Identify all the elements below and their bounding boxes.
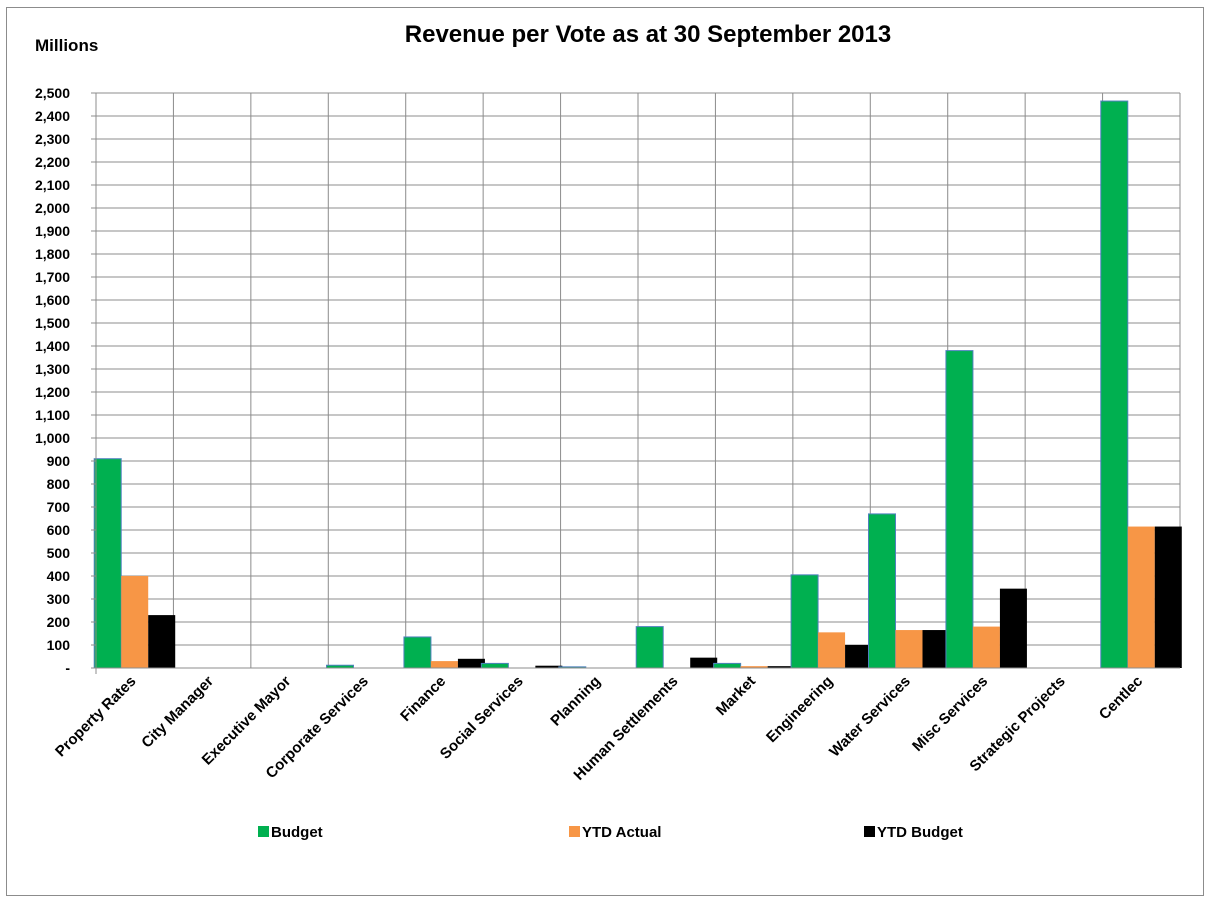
y-tick-label: 500 — [47, 545, 71, 561]
bar-ytd-actual — [972, 626, 1000, 668]
bar-ytd-budget — [148, 615, 176, 668]
bar-ytd-budget — [999, 588, 1027, 668]
y-axis-ticks: - 100 200 300 400 500 600 700 800 900 1,000 1,100 1,… — [35, 85, 96, 676]
x-category-label: Finance — [397, 673, 449, 725]
bar-ytd-budget — [767, 666, 795, 668]
bar-budget — [945, 350, 974, 669]
x-category-label: Misc Services — [909, 673, 991, 755]
bar-budget — [403, 636, 432, 669]
bar-ytd-budget — [922, 630, 950, 668]
x-category-label: Property Rates — [52, 673, 139, 760]
bar-ytd-budget — [457, 658, 485, 668]
bar-ytd-budget — [690, 657, 718, 668]
axes — [95, 93, 1180, 674]
y-tick-label: 600 — [47, 522, 71, 538]
x-category-label: Market — [713, 673, 759, 719]
bars — [93, 100, 1182, 669]
bar-ytd-actual — [430, 661, 458, 668]
y-tick-label: 1,000 — [35, 430, 70, 446]
y-tick-label: 2,400 — [35, 108, 70, 124]
bar-ytd-actual — [121, 576, 149, 668]
y-tick-label: 900 — [47, 453, 71, 469]
y-tick-label: 1,800 — [35, 246, 70, 262]
bar-ytd-actual — [818, 632, 846, 668]
y-tick-label: 700 — [47, 499, 71, 515]
chart-area — [6, 7, 1204, 896]
legend-swatch — [864, 826, 875, 837]
bar-budget — [1100, 100, 1129, 669]
unit-label: Millions — [35, 36, 98, 55]
y-tick-label: 1,400 — [35, 338, 70, 354]
y-tick-label: 1,600 — [35, 292, 70, 308]
legend-swatch — [258, 826, 269, 837]
x-category-label: Centlec — [1096, 673, 1146, 723]
y-tick-label: 1,300 — [35, 361, 70, 377]
x-category-label: Social Services — [437, 673, 527, 763]
legend-label: YTD Budget — [877, 824, 963, 841]
y-tick-label: 400 — [47, 568, 71, 584]
y-tick-label: 1,500 — [35, 315, 70, 331]
bar-budget — [790, 574, 819, 669]
bar-ytd-budget — [1154, 526, 1182, 668]
y-tick-label: 1,200 — [35, 384, 70, 400]
x-category-label: Engineering — [763, 673, 836, 746]
legend: Budget YTD Actual YTD Budget — [258, 824, 963, 841]
bar-budget — [93, 458, 122, 669]
y-tick-label: 1,900 — [35, 223, 70, 239]
gridlines — [95, 92, 1181, 668]
chart-title: Revenue per Vote as at 30 September 2013 — [405, 21, 891, 48]
bar-ytd-budget — [845, 645, 873, 668]
y-tick-label: 1,700 — [35, 269, 70, 285]
y-tick-label: 800 — [47, 476, 71, 492]
bar-ytd-actual — [1127, 526, 1155, 668]
y-tick-label: 300 — [47, 591, 71, 607]
y-tick-label: 2,300 — [35, 131, 70, 147]
bar-ytd-actual — [740, 666, 768, 668]
y-tick-label: 200 — [47, 614, 71, 630]
y-tick-label: 2,100 — [35, 177, 70, 193]
y-tick-label: 2,000 — [35, 200, 70, 216]
y-tick-label: - — [65, 660, 70, 676]
legend-swatch — [569, 826, 580, 837]
legend-label: Budget — [271, 824, 323, 841]
bar-budget — [480, 662, 509, 669]
bar-budget — [713, 662, 742, 669]
y-tick-label: 100 — [47, 637, 71, 653]
x-category-label: City Manager — [138, 673, 217, 752]
y-tick-label: 1,100 — [35, 407, 70, 423]
bar-ytd-actual — [895, 630, 923, 668]
y-tick-label: 2,200 — [35, 154, 70, 170]
x-category-label: Water Services — [826, 673, 914, 761]
bar-budget — [868, 513, 896, 669]
bar-ytd-budget — [535, 665, 563, 668]
y-tick-label: 2,500 — [35, 85, 70, 101]
legend-label: YTD Actual — [582, 824, 661, 841]
bar-budget — [635, 626, 664, 669]
x-category-label: Planning — [547, 673, 604, 730]
